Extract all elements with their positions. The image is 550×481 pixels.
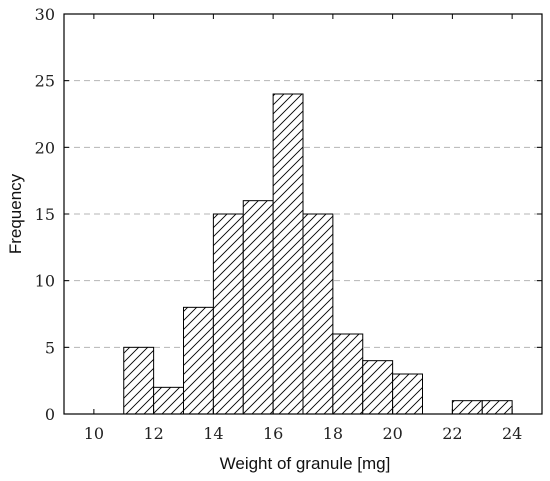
histogram-bar	[123, 346, 155, 415]
y-tick-label: 25	[35, 72, 55, 91]
histogram-bar	[183, 306, 214, 415]
y-tick-label: 15	[35, 205, 55, 224]
y-axis-label: Frequency	[6, 173, 25, 254]
x-tick-label: 10	[84, 424, 104, 443]
y-tick-label: 0	[45, 405, 55, 424]
x-axis-label: Weight of granule [mg]	[220, 454, 391, 473]
histogram-bar	[212, 213, 244, 415]
y-tick-label: 20	[35, 138, 55, 157]
x-tick-label: 24	[502, 424, 522, 443]
histogram-bar	[302, 213, 334, 415]
x-tick-label: 20	[382, 424, 402, 443]
y-tick-label: 5	[45, 338, 55, 357]
histogram-bars	[123, 93, 513, 415]
x-tick-label: 18	[323, 424, 343, 443]
x-tick-label: 22	[442, 424, 462, 443]
x-tick-label: 14	[203, 424, 223, 443]
y-tick-label: 30	[35, 5, 55, 24]
x-tick-label: 12	[143, 424, 163, 443]
axis-ticks: 0 5 10 15 20 25 30 10 12 14 16 18 20 22 24	[35, 5, 542, 443]
histogram-bar	[451, 400, 483, 415]
y-tick-label: 10	[35, 272, 55, 291]
histogram-bar	[392, 373, 423, 415]
histogram-bar	[242, 200, 274, 415]
histogram-bar	[481, 400, 513, 415]
histogram-bar	[362, 360, 394, 415]
x-tick-label: 16	[263, 424, 283, 443]
histogram-bar	[272, 93, 304, 415]
histogram-bar	[153, 386, 184, 415]
histogram-bar	[332, 333, 364, 415]
